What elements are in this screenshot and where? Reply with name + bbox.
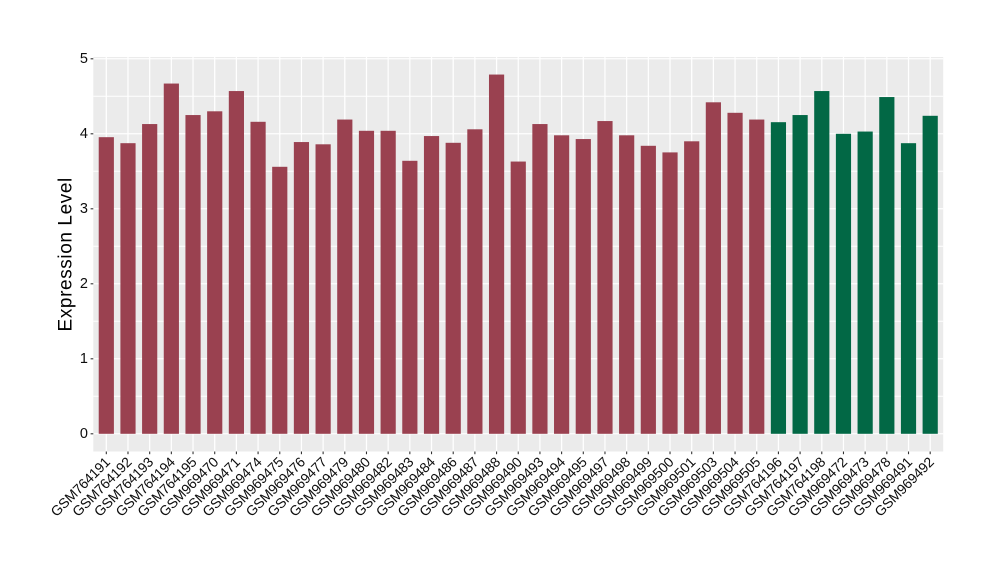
svg-text:Expression Level: Expression Level: [56, 177, 77, 331]
svg-text:3: 3: [80, 201, 88, 217]
svg-text:2: 2: [80, 276, 88, 292]
svg-text:4: 4: [80, 126, 88, 142]
svg-text:0: 0: [80, 426, 88, 442]
svg-text:5: 5: [80, 51, 88, 67]
svg-text:1: 1: [80, 351, 88, 367]
